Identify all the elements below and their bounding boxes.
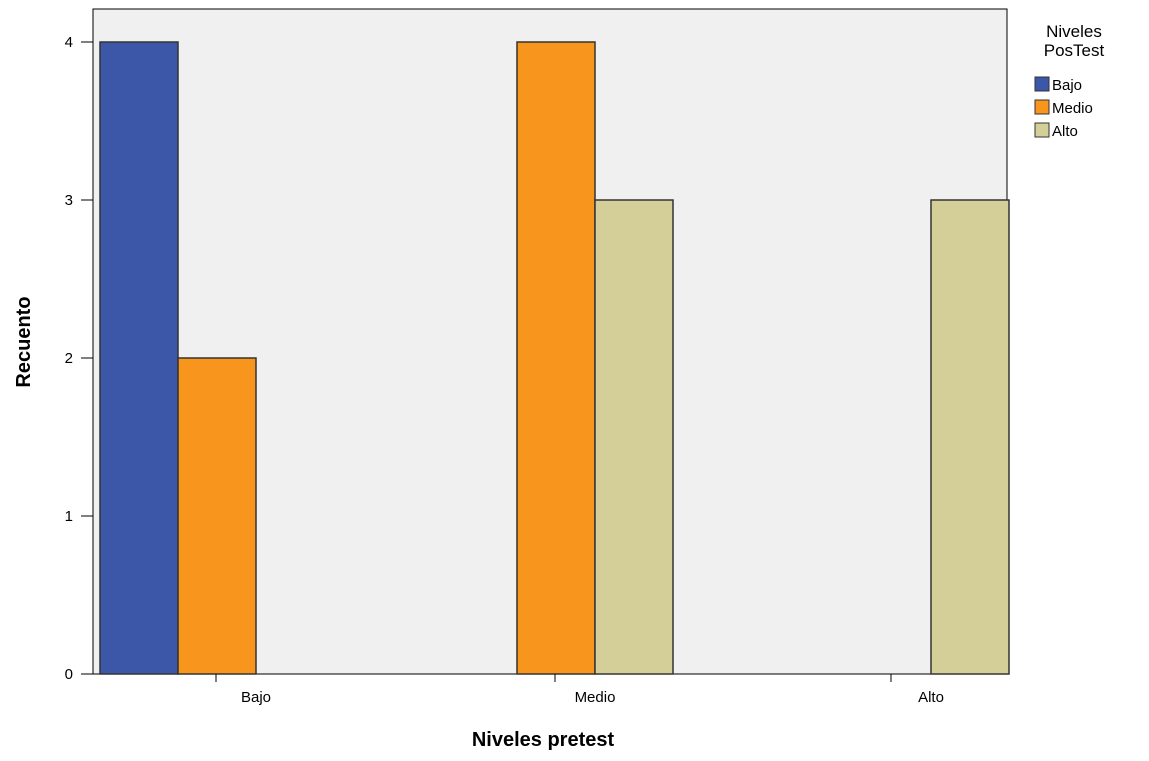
y-axis: 0 1 2 3 4 xyxy=(65,9,94,683)
legend-title-line-2: PosTest xyxy=(1044,41,1105,60)
legend-label-medio: Medio xyxy=(1052,100,1093,117)
x-tick-label-alto: Alto xyxy=(918,689,944,706)
y-tick-label-3: 3 xyxy=(65,192,73,209)
y-tick-label-2: 2 xyxy=(65,350,73,367)
legend-swatch-bajo xyxy=(1034,76,1050,92)
bar-medio-alto xyxy=(594,199,674,675)
bar-bajo-medio xyxy=(177,357,257,675)
legend-label-alto: Alto xyxy=(1052,123,1078,140)
y-tick-label-4: 4 xyxy=(65,34,73,51)
legend-items: Bajo Medio Alto xyxy=(1034,76,1093,140)
legend: Niveles PosTest Bajo Medio Alto xyxy=(1034,22,1105,140)
x-tick-label-medio: Medio xyxy=(575,689,616,706)
y-tick-label-1: 1 xyxy=(65,508,73,525)
y-tick-label-0: 0 xyxy=(65,666,73,683)
legend-swatch-medio xyxy=(1034,99,1050,115)
legend-swatch-alto xyxy=(1034,122,1050,138)
y-axis-title: Recuento xyxy=(13,296,35,387)
bar-medio-medio xyxy=(516,41,596,675)
bar-bajo-bajo xyxy=(99,41,179,675)
legend-title-line-1: Niveles xyxy=(1046,22,1102,41)
x-axis: Bajo Medio Alto xyxy=(215,674,944,706)
x-tick-label-bajo: Bajo xyxy=(241,689,271,706)
bars-group xyxy=(99,41,1010,675)
x-axis-title: Niveles pretest xyxy=(472,729,615,751)
bar-alto-alto xyxy=(930,199,1010,675)
legend-label-bajo: Bajo xyxy=(1052,77,1082,94)
